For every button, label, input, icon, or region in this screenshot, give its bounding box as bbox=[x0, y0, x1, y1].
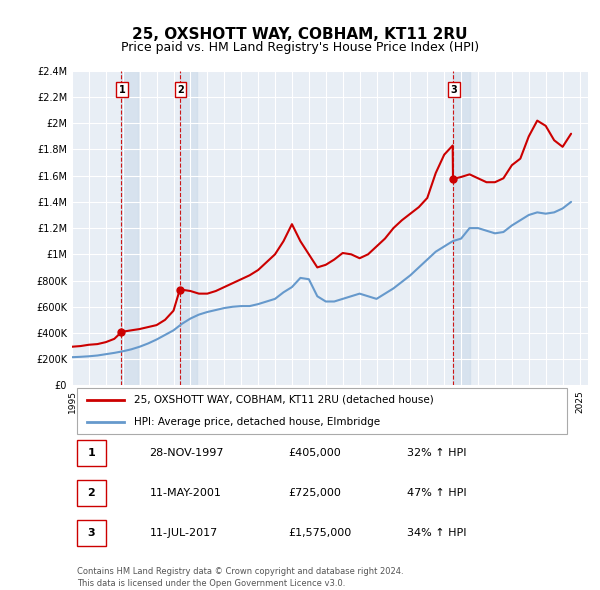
Text: 25, OXSHOTT WAY, COBHAM, KT11 2RU (detached house): 25, OXSHOTT WAY, COBHAM, KT11 2RU (detac… bbox=[134, 395, 434, 405]
Bar bbox=[453, 71, 470, 385]
Text: Price paid vs. HM Land Registry's House Price Index (HPI): Price paid vs. HM Land Registry's House … bbox=[121, 41, 479, 54]
FancyBboxPatch shape bbox=[77, 480, 106, 506]
Text: 28-NOV-1997: 28-NOV-1997 bbox=[149, 448, 224, 458]
Text: 3: 3 bbox=[87, 527, 95, 537]
Bar bbox=[121, 71, 138, 385]
Text: 11-MAY-2001: 11-MAY-2001 bbox=[149, 488, 221, 498]
Text: 1: 1 bbox=[119, 85, 125, 95]
Text: £405,000: £405,000 bbox=[289, 448, 341, 458]
Bar bbox=[179, 71, 197, 385]
Text: £1,575,000: £1,575,000 bbox=[289, 527, 352, 537]
Text: HPI: Average price, detached house, Elmbridge: HPI: Average price, detached house, Elmb… bbox=[134, 417, 380, 427]
FancyBboxPatch shape bbox=[77, 388, 568, 434]
Text: 32% ↑ HPI: 32% ↑ HPI bbox=[407, 448, 467, 458]
Text: 2: 2 bbox=[177, 85, 184, 95]
Text: £725,000: £725,000 bbox=[289, 488, 341, 498]
FancyBboxPatch shape bbox=[77, 520, 106, 546]
Text: 25, OXSHOTT WAY, COBHAM, KT11 2RU: 25, OXSHOTT WAY, COBHAM, KT11 2RU bbox=[132, 27, 468, 41]
Text: 3: 3 bbox=[451, 85, 457, 95]
Text: 47% ↑ HPI: 47% ↑ HPI bbox=[407, 488, 467, 498]
Text: 11-JUL-2017: 11-JUL-2017 bbox=[149, 527, 218, 537]
Text: 1: 1 bbox=[87, 448, 95, 458]
Text: 34% ↑ HPI: 34% ↑ HPI bbox=[407, 527, 467, 537]
Text: 2: 2 bbox=[87, 488, 95, 498]
Text: Contains HM Land Registry data © Crown copyright and database right 2024.
This d: Contains HM Land Registry data © Crown c… bbox=[77, 567, 404, 588]
FancyBboxPatch shape bbox=[77, 440, 106, 466]
